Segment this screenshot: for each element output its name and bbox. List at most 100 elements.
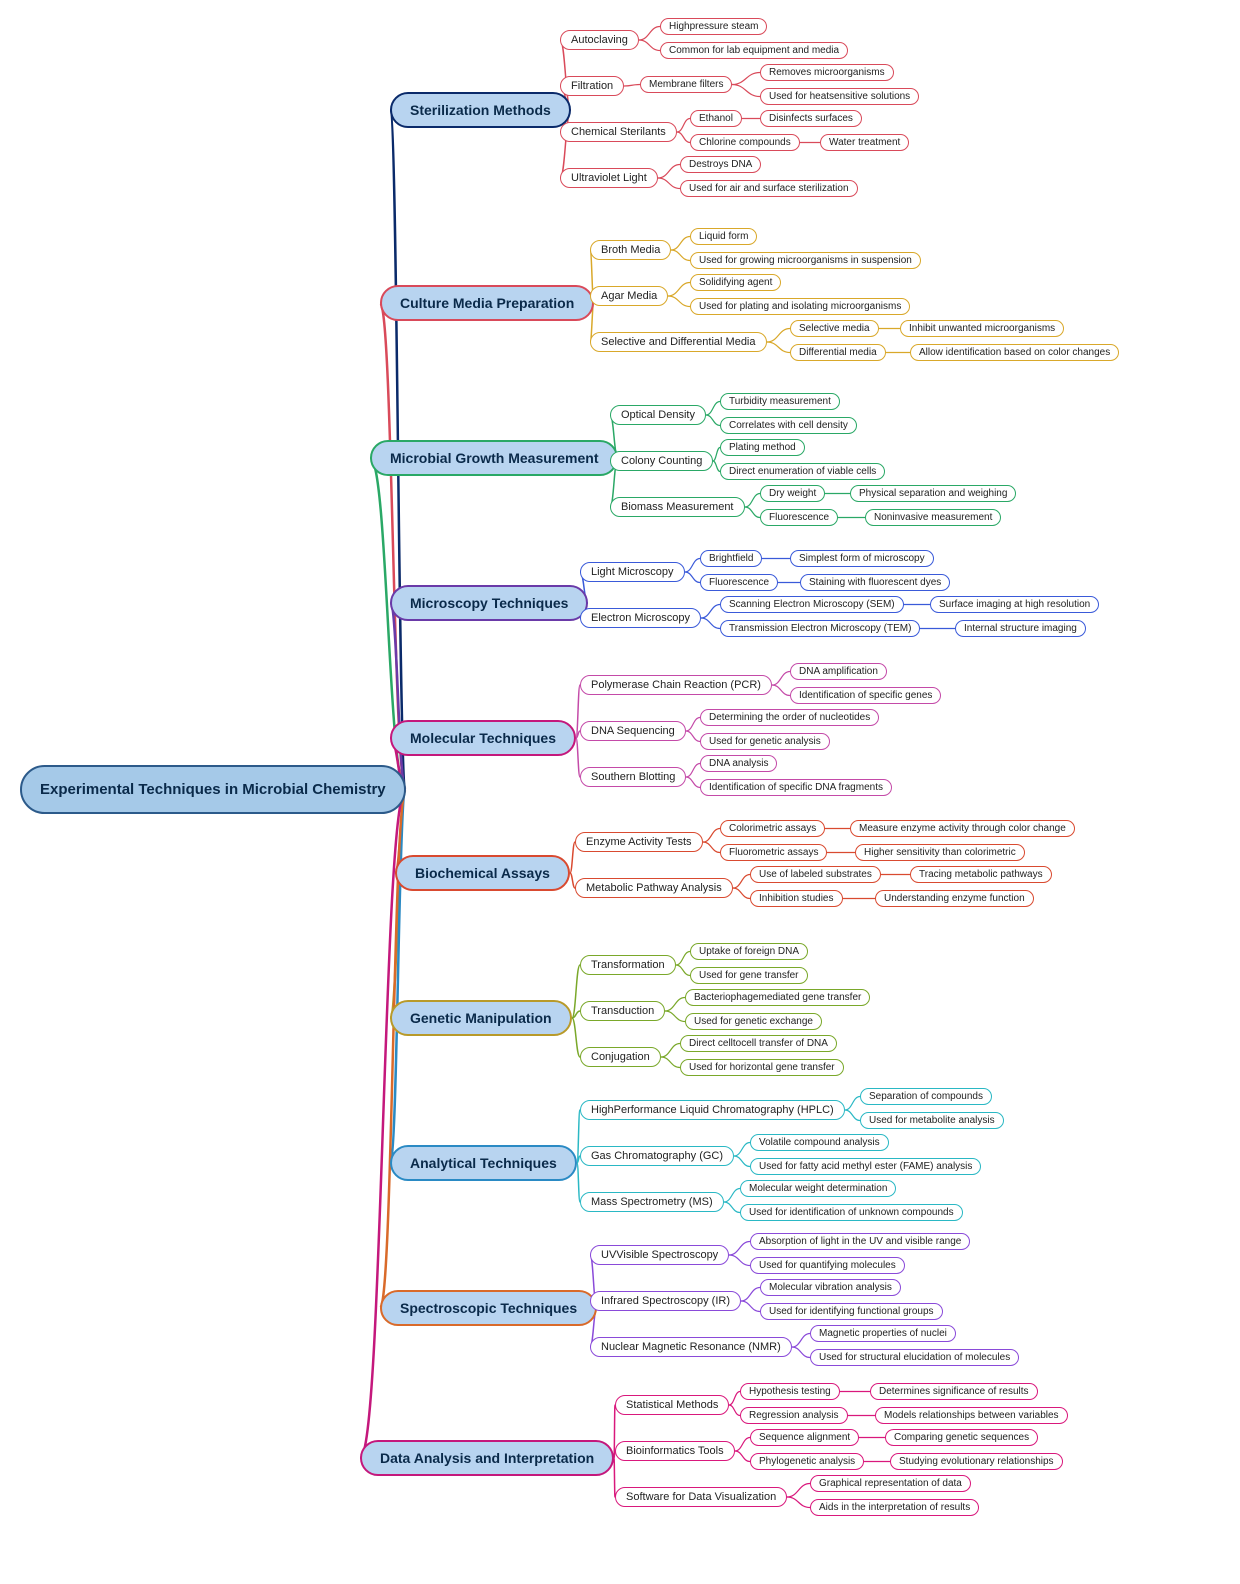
leaf-0-2-0-0: Ethanol — [690, 110, 742, 127]
leaf-7-1-0-0: Volatile compound analysis — [750, 1134, 889, 1151]
leaf-5-0-0-0: Colorimetric assays — [720, 820, 825, 837]
root-node: Experimental Techniques in Microbial Che… — [20, 765, 406, 814]
leaf-7-0-0-0: Separation of compounds — [860, 1088, 992, 1105]
leaf-4-1-0-1: Used for genetic analysis — [700, 733, 830, 750]
main-node-8: Spectroscopic Techniques — [380, 1290, 597, 1326]
leaf-6-0-0-1: Used for gene transfer — [690, 967, 808, 984]
sub-node-2-0: Optical Density — [610, 405, 706, 425]
main-node-5: Biochemical Assays — [395, 855, 570, 891]
leaf-6-1-0-1: Used for genetic exchange — [685, 1013, 822, 1030]
leaf-2-2-1-0: Physical separation and weighing — [850, 485, 1016, 502]
sub-node-0-2: Chemical Sterilants — [560, 122, 677, 142]
sub-node-1-0: Broth Media — [590, 240, 671, 260]
leaf-5-0-0-1: Fluorometric assays — [720, 844, 827, 861]
leaf-3-1-1-0: Internal structure imaging — [955, 620, 1086, 637]
leaf-6-0-0-0: Uptake of foreign DNA — [690, 943, 808, 960]
leaf-0-3-0-0: Destroys DNA — [680, 156, 761, 173]
sub-node-0-1: Filtration — [560, 76, 624, 96]
leaf-1-2-1-0: Inhibit unwanted microorganisms — [900, 320, 1064, 337]
leaf-6-1-0-0: Bacteriophagemediated gene transfer — [685, 989, 870, 1006]
sub-node-7-2: Mass Spectrometry (MS) — [580, 1192, 724, 1212]
sub-node-5-0: Enzyme Activity Tests — [575, 832, 703, 852]
leaf-5-1-1-0: Tracing metabolic pathways — [910, 866, 1052, 883]
leaf-1-2-0-0: Selective media — [790, 320, 879, 337]
leaf-6-2-0-0: Direct celltocell transfer of DNA — [680, 1035, 837, 1052]
leaf-2-2-0-0: Dry weight — [760, 485, 825, 502]
leaf-9-1-0-0: Sequence alignment — [750, 1429, 859, 1446]
sub-node-6-1: Transduction — [580, 1001, 665, 1021]
leaf-7-2-0-0: Molecular weight determination — [740, 1180, 896, 1197]
leaf-0-1-1-1: Used for heatsensitive solutions — [760, 88, 919, 105]
sub-node-5-1: Metabolic Pathway Analysis — [575, 878, 733, 898]
leaf-2-1-0-0: Plating method — [720, 439, 805, 456]
sub-node-8-2: Nuclear Magnetic Resonance (NMR) — [590, 1337, 792, 1357]
leaf-0-1-0-0: Membrane filters — [640, 76, 732, 93]
leaf-5-1-0-1: Inhibition studies — [750, 890, 843, 907]
leaf-2-0-0-1: Correlates with cell density — [720, 417, 857, 434]
leaf-1-2-0-1: Differential media — [790, 344, 886, 361]
leaf-0-2-1-0: Water treatment — [820, 134, 909, 151]
sub-node-1-2: Selective and Differential Media — [590, 332, 767, 352]
leaf-8-1-0-0: Molecular vibration analysis — [760, 1279, 901, 1296]
leaf-2-2-1-0: Noninvasive measurement — [865, 509, 1001, 526]
sub-node-4-2: Southern Blotting — [580, 767, 686, 787]
leaf-7-0-0-1: Used for metabolite analysis — [860, 1112, 1004, 1129]
sub-node-2-2: Biomass Measurement — [610, 497, 745, 517]
leaf-1-0-0-1: Used for growing microorganisms in suspe… — [690, 252, 921, 269]
leaf-1-1-0-0: Solidifying agent — [690, 274, 781, 291]
leaf-0-3-0-1: Used for air and surface sterilization — [680, 180, 858, 197]
sub-node-2-1: Colony Counting — [610, 451, 713, 471]
leaf-4-2-0-0: DNA analysis — [700, 755, 777, 772]
sub-node-0-3: Ultraviolet Light — [560, 168, 658, 188]
leaf-9-0-1-0: Models relationships between variables — [875, 1407, 1068, 1424]
main-node-2: Microbial Growth Measurement — [370, 440, 618, 476]
sub-node-3-0: Light Microscopy — [580, 562, 685, 582]
leaf-0-2-0-1: Chlorine compounds — [690, 134, 800, 151]
main-node-0: Sterilization Methods — [390, 92, 571, 128]
leaf-5-1-0-0: Use of labeled substrates — [750, 866, 881, 883]
main-node-6: Genetic Manipulation — [390, 1000, 572, 1036]
leaf-9-1-1-0: Comparing genetic sequences — [885, 1429, 1038, 1446]
leaf-8-1-0-1: Used for identifying functional groups — [760, 1303, 943, 1320]
leaf-3-0-1-0: Simplest form of microscopy — [790, 550, 934, 567]
leaf-8-2-0-0: Magnetic properties of nuclei — [810, 1325, 956, 1342]
leaf-5-0-1-0: Higher sensitivity than colorimetric — [855, 844, 1025, 861]
sub-node-1-1: Agar Media — [590, 286, 668, 306]
leaf-4-1-0-0: Determining the order of nucleotides — [700, 709, 879, 726]
leaf-0-0-0-1: Common for lab equipment and media — [660, 42, 848, 59]
sub-node-8-1: Infrared Spectroscopy (IR) — [590, 1291, 741, 1311]
main-node-4: Molecular Techniques — [390, 720, 576, 756]
leaf-2-0-0-0: Turbidity measurement — [720, 393, 840, 410]
leaf-9-2-0-1: Aids in the interpretation of results — [810, 1499, 979, 1516]
leaf-7-1-0-1: Used for fatty acid methyl ester (FAME) … — [750, 1158, 981, 1175]
leaf-1-0-0-0: Liquid form — [690, 228, 757, 245]
leaf-9-0-0-0: Hypothesis testing — [740, 1383, 840, 1400]
main-node-7: Analytical Techniques — [390, 1145, 577, 1181]
leaf-4-0-0-1: Identification of specific genes — [790, 687, 941, 704]
leaf-1-2-1-0: Allow identification based on color chan… — [910, 344, 1119, 361]
leaf-0-1-1-0: Removes microorganisms — [760, 64, 894, 81]
leaf-1-1-0-1: Used for plating and isolating microorga… — [690, 298, 910, 315]
leaf-8-2-0-1: Used for structural elucidation of molec… — [810, 1349, 1019, 1366]
sub-node-4-1: DNA Sequencing — [580, 721, 686, 741]
sub-node-0-0: Autoclaving — [560, 30, 639, 50]
leaf-4-2-0-1: Identification of specific DNA fragments — [700, 779, 892, 796]
leaf-3-1-0-0: Scanning Electron Microscopy (SEM) — [720, 596, 904, 613]
leaf-3-1-1-0: Surface imaging at high resolution — [930, 596, 1099, 613]
sub-node-3-1: Electron Microscopy — [580, 608, 701, 628]
main-node-9: Data Analysis and Interpretation — [360, 1440, 614, 1476]
sub-node-6-0: Transformation — [580, 955, 676, 975]
leaf-0-0-0-0: Highpressure steam — [660, 18, 767, 35]
sub-node-9-0: Statistical Methods — [615, 1395, 729, 1415]
leaf-9-2-0-0: Graphical representation of data — [810, 1475, 971, 1492]
sub-node-6-2: Conjugation — [580, 1047, 661, 1067]
leaf-9-1-1-0: Studying evolutionary relationships — [890, 1453, 1063, 1470]
leaf-5-0-1-0: Measure enzyme activity through color ch… — [850, 820, 1075, 837]
main-node-1: Culture Media Preparation — [380, 285, 594, 321]
leaf-3-0-1-0: Staining with fluorescent dyes — [800, 574, 950, 591]
leaf-3-0-0-0: Brightfield — [700, 550, 762, 567]
leaf-0-2-1-0: Disinfects surfaces — [760, 110, 862, 127]
leaf-9-0-0-1: Regression analysis — [740, 1407, 848, 1424]
leaf-9-1-0-1: Phylogenetic analysis — [750, 1453, 864, 1470]
leaf-5-1-1-0: Understanding enzyme function — [875, 890, 1034, 907]
